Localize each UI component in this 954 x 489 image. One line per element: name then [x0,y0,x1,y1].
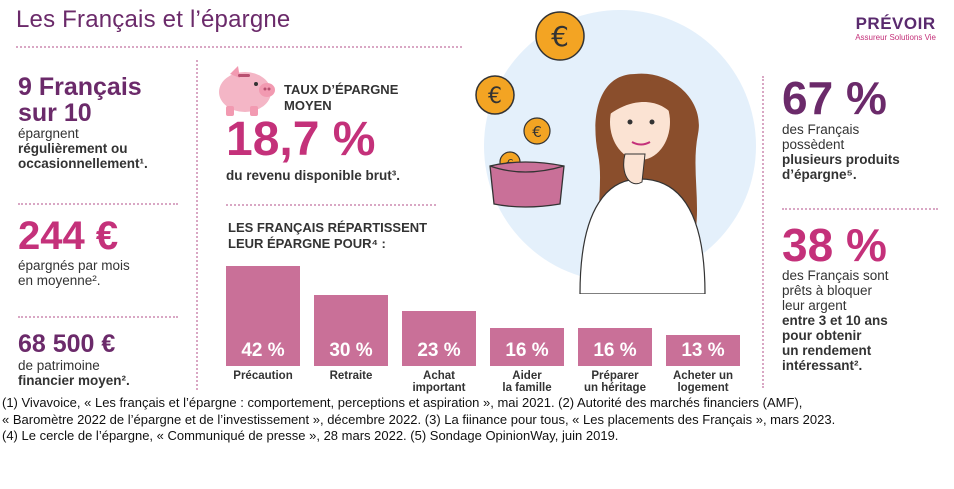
chart-bar: 42 % [226,266,300,366]
chart-category-label: Acheter un logement [672,370,734,394]
euro-coin-icon: € [534,10,586,67]
chart-bar-value: 16 % [505,340,549,361]
stat-savers-value-1: 9 Français [18,73,142,101]
left-column-divider [196,60,198,390]
savings-rate-label: TAUX D’ÉPARGNE MOYEN [284,82,399,113]
chart-bar-value: 42 % [241,340,285,361]
piggy-bank-icon [212,60,278,123]
stat-monthly: 244 € épargnés par mois en moyenne². [18,214,130,288]
svg-text:€: € [532,123,542,141]
stat-patrimoine: 68 500 € de patrimoine financier moyen². [18,330,130,388]
chart-heading: LES FRANÇAIS RÉPARTISSENT LEUR ÉPARGNE P… [228,220,428,251]
footnotes: (1) Vivavoice, « Les français et l’éparg… [2,395,835,445]
svg-text:€: € [551,20,569,53]
page-title: Les Français et l’épargne [16,6,291,33]
woman-illustration [460,4,760,299]
stat-lockup: 38 % des Français sont prêts à bloquer l… [782,219,889,373]
chart-bar-value: 16 % [593,340,637,361]
chart-category-label: Aider la famille [502,370,552,394]
footnote-line: (4) Le cercle de l’épargne, « Communiqué… [2,428,619,443]
stat-savers: 9 Français sur 10 épargnent régulièremen… [18,73,148,171]
wallet-icon [484,156,570,215]
chart-bar-value: 23 % [417,340,461,361]
chart-category-label: Retraite [329,370,373,382]
stat-products: 67 % des Français possèdent plusieurs pr… [782,72,900,182]
chart-bar: 16 % [578,328,652,366]
chart-bar: 16 % [490,328,564,366]
chart-bar-value: 13 % [681,340,725,361]
euro-coin-icon: € [522,116,552,151]
stat-patrimoine-value: 68 500 € [18,330,116,358]
chart-category-label: Achat important [412,370,466,394]
savings-allocation-chart: 42 % Précaution 30 % Retraite 23 % Achat impor… [226,262,766,394]
prevoir-logo: PRÉVOIR Assureur Solutions Vie [855,14,936,42]
left-divider-2 [18,316,178,318]
chart-bar-value: 30 % [329,340,373,361]
chart-bar: 13 % [666,335,740,366]
savings-rate-text: du revenu disponible brut³. [226,168,401,183]
chart-bar: 30 % [314,295,388,366]
left-divider-1 [18,203,178,205]
stat-lockup-value: 38 % [782,219,887,271]
chart-category-label: Précaution [233,370,293,382]
right-column-divider [762,76,764,388]
stat-savers-value-2: sur 10 [18,99,92,127]
footnote-line: (1) Vivavoice, « Les français et l’éparg… [2,395,803,410]
middle-divider [226,204,436,206]
chart-bar: 23 % [402,311,476,366]
stat-monthly-value: 244 € [18,214,119,258]
svg-text:€: € [488,84,502,109]
footnote-line: « Baromètre 2022 de l’épargne et de l’in… [2,411,836,427]
chart-category-label: Préparer un héritage [584,370,646,394]
right-divider [782,208,938,210]
title-divider [16,46,462,48]
stat-products-value: 67 % [782,72,887,124]
savings-rate-value: 18,7 % [226,113,376,166]
euro-coin-icon: € [474,74,516,121]
